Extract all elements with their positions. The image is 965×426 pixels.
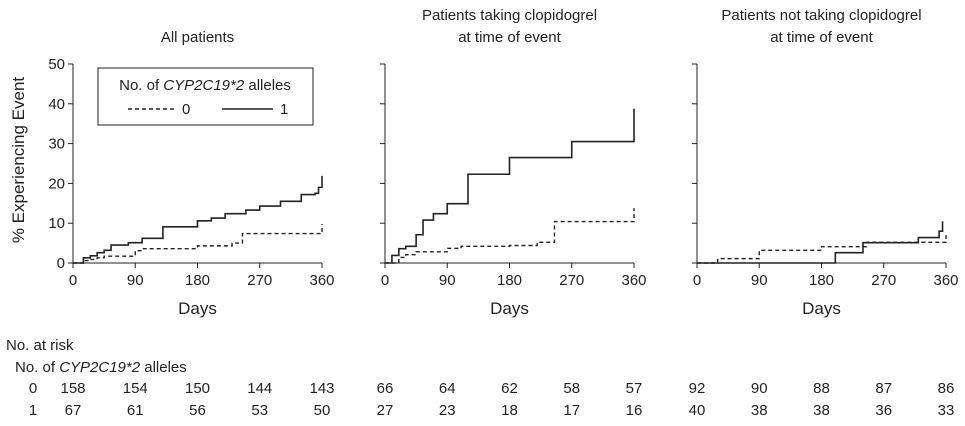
x-tick-label: 180 — [809, 272, 834, 289]
y-tick-label: 40 — [48, 96, 65, 113]
risk-cell: 53 — [251, 402, 268, 419]
risk-cell: 56 — [189, 402, 206, 419]
x-tick-label: 90 — [127, 272, 144, 289]
risk-cell: 40 — [689, 402, 706, 419]
risk-cell: 154 — [123, 380, 148, 397]
panel-title: All patients — [161, 29, 234, 46]
legend-title: No. of CYP2C19*2 alleles — [119, 77, 291, 94]
x-tick-label: 0 — [69, 272, 77, 289]
x-tick-label: 0 — [381, 272, 389, 289]
risk-cell: 27 — [377, 402, 394, 419]
risk-cell: 92 — [689, 380, 706, 397]
panel-2: Patients taking clopidogrel at time of ev… — [380, 7, 647, 318]
legend: No. of CYP2C19*2 alleles 0 1 — [97, 67, 314, 126]
panel-3: Patients not taking clopidogrel at time o… — [692, 7, 959, 318]
risk-table-subheading: No. of CYP2C19*2 alleles — [15, 359, 187, 376]
risk-cell: 90 — [751, 380, 768, 397]
km-curve-dashed — [385, 208, 635, 264]
panel-title-line: Patients not taking clopidogrel — [721, 7, 921, 24]
risk-cell: 38 — [751, 402, 768, 419]
y-tick-label: 10 — [48, 215, 65, 232]
risk-cell: 50 — [314, 402, 331, 419]
y-tick-label: 30 — [48, 136, 65, 153]
x-tick-label: 90 — [439, 272, 456, 289]
risk-cell: 143 — [309, 380, 334, 397]
risk-cell: 33 — [938, 402, 955, 419]
risk-cell: 88 — [813, 380, 830, 397]
legend-label-0: 0 — [182, 101, 190, 118]
x-tick-label: 180 — [185, 272, 210, 289]
x-axis-label: Days — [490, 299, 529, 318]
risk-table: No. at risk No. of CYP2C19*2 alleles 0 1… — [6, 337, 954, 419]
x-tick-label: 270 — [247, 272, 272, 289]
risk-cell: 38 — [813, 402, 830, 419]
risk-cell: 150 — [185, 380, 210, 397]
risk-cell: 67 — [65, 402, 82, 419]
x-axis-label: Days — [802, 299, 841, 318]
y-tick-label: 20 — [48, 175, 65, 192]
x-tick-label: 360 — [933, 272, 958, 289]
risk-cell: 62 — [501, 380, 518, 397]
risk-cell: 36 — [875, 402, 892, 419]
x-tick-label: 180 — [497, 272, 522, 289]
x-axis-label: Days — [178, 299, 217, 318]
risk-cell: 58 — [563, 380, 580, 397]
risk-cell: 86 — [938, 380, 955, 397]
x-tick-label: 270 — [559, 272, 584, 289]
km-curve-solid — [697, 221, 944, 264]
x-tick-label: 270 — [871, 272, 896, 289]
legend-label-1: 1 — [280, 101, 288, 118]
risk-row-label-0: 0 — [29, 380, 37, 397]
y-tick-label: 0 — [57, 255, 65, 272]
y-tick-label: 50 — [48, 56, 65, 73]
x-tick-label: 0 — [693, 272, 701, 289]
risk-cell: 16 — [626, 402, 643, 419]
risk-cell: 18 — [501, 402, 518, 419]
km-curve-dashed — [697, 235, 947, 264]
risk-cell: 144 — [247, 380, 272, 397]
panel-title-line: at time of event — [770, 29, 873, 46]
risk-cell: 158 — [60, 380, 85, 397]
y-axis-label: % Experiencing Event — [9, 77, 28, 244]
risk-row-label-1: 1 — [29, 402, 37, 419]
risk-cell: 66 — [377, 380, 394, 397]
risk-cell: 57 — [626, 380, 643, 397]
km-curve-solid — [385, 108, 635, 264]
risk-cell: 61 — [127, 402, 144, 419]
x-tick-label: 360 — [621, 272, 646, 289]
x-tick-label: 360 — [309, 272, 334, 289]
risk-cell: 87 — [875, 380, 892, 397]
panel-title-line: Patients taking clopidogrel — [422, 7, 597, 24]
x-tick-label: 90 — [751, 272, 768, 289]
km-curve-dashed — [73, 223, 323, 264]
risk-cell: 64 — [439, 380, 456, 397]
risk-table-heading: No. at risk — [6, 337, 74, 354]
km-curve-solid — [73, 175, 323, 264]
risk-cell: 23 — [439, 402, 456, 419]
risk-cell: 17 — [563, 402, 580, 419]
panel-title-line: at time of event — [458, 29, 561, 46]
